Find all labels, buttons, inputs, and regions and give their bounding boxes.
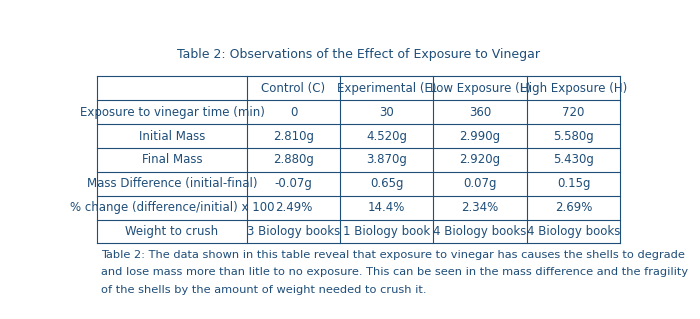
Text: 0.15g: 0.15g xyxy=(556,177,590,190)
Text: 2.880g: 2.880g xyxy=(273,153,314,167)
Text: Initial Mass: Initial Mass xyxy=(139,130,205,143)
Text: 3.870g: 3.870g xyxy=(366,153,407,167)
Text: 0.07g: 0.07g xyxy=(463,177,497,190)
Text: % change (difference/initial) x 100: % change (difference/initial) x 100 xyxy=(70,201,274,214)
Text: 0: 0 xyxy=(290,106,297,119)
Text: and lose mass more than litle to no exposure. This can be seen in the mass diffe: and lose mass more than litle to no expo… xyxy=(101,267,688,277)
Text: of the shells by the amount of weight needed to crush it.: of the shells by the amount of weight ne… xyxy=(101,285,426,295)
Text: Weight to crush: Weight to crush xyxy=(125,225,218,238)
Text: High Exposure (H): High Exposure (H) xyxy=(520,82,627,95)
Text: -0.07g: -0.07g xyxy=(274,177,312,190)
Text: Control (C): Control (C) xyxy=(261,82,326,95)
Text: Mass Difference (initial-final): Mass Difference (initial-final) xyxy=(87,177,258,190)
Text: 2.810g: 2.810g xyxy=(273,130,314,143)
Text: 3 Biology books: 3 Biology books xyxy=(247,225,340,238)
Text: 720: 720 xyxy=(562,106,584,119)
Text: Final Mass: Final Mass xyxy=(141,153,202,167)
Text: 2.69%: 2.69% xyxy=(555,201,592,214)
Text: 4.520g: 4.520g xyxy=(366,130,407,143)
Text: Table 2: The data shown in this table reveal that exposure to vinegar has causes: Table 2: The data shown in this table re… xyxy=(101,249,685,260)
Text: 2.920g: 2.920g xyxy=(460,153,500,167)
Text: 360: 360 xyxy=(469,106,491,119)
Text: 5.430g: 5.430g xyxy=(553,153,594,167)
Text: 0.65g: 0.65g xyxy=(370,177,404,190)
Text: 30: 30 xyxy=(379,106,394,119)
Text: 2.34%: 2.34% xyxy=(461,201,499,214)
Text: 5.580g: 5.580g xyxy=(553,130,594,143)
Text: 2.990g: 2.990g xyxy=(460,130,500,143)
Text: Low Exposure (L): Low Exposure (L) xyxy=(430,82,531,95)
Text: 1 Biology book: 1 Biology book xyxy=(343,225,430,238)
Text: Exposure to vinegar time (min): Exposure to vinegar time (min) xyxy=(80,106,265,119)
Text: Experimental (E): Experimental (E) xyxy=(337,82,437,95)
Text: 4 Biology books: 4 Biology books xyxy=(527,225,620,238)
Text: Table 2: Observations of the Effect of Exposure to Vinegar: Table 2: Observations of the Effect of E… xyxy=(177,48,540,61)
Text: 4 Biology books: 4 Biology books xyxy=(433,225,527,238)
Text: 14.4%: 14.4% xyxy=(368,201,405,214)
Text: 2.49%: 2.49% xyxy=(275,201,312,214)
